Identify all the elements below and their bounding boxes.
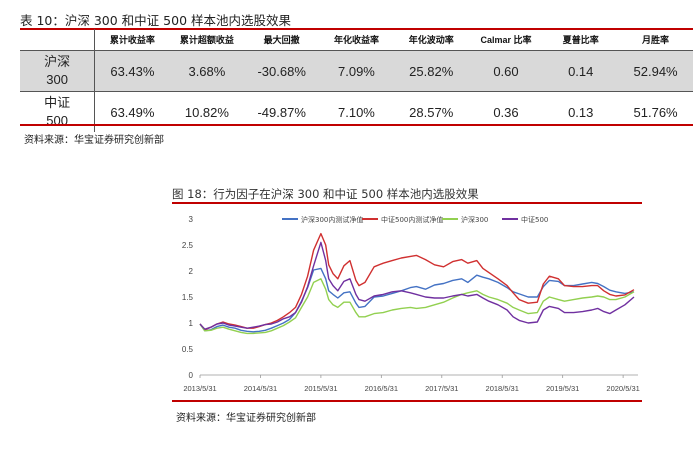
y-tick-label: 0.5 <box>182 345 194 354</box>
table-cell: 0.60 <box>468 50 544 92</box>
y-tick-label: 0 <box>189 371 194 380</box>
line-chart: 0 0.5 1 1.5 2 2.5 3 2013/5/31 2014/5/31 2015/5/3… <box>182 215 640 393</box>
legend-label: 沪深300内测试净值 <box>301 215 363 224</box>
series-line <box>199 232 635 331</box>
x-tick-label: 2016/5/31 <box>365 384 398 393</box>
header-cell: 累计超额收益 <box>169 29 245 51</box>
legend-label: 沪深300 <box>461 215 488 224</box>
y-tick-label: 3 <box>189 215 194 224</box>
header-cell: 累计收益率 <box>94 29 170 51</box>
results-table: 累计收益率 累计超额收益 最大回撤 年化收益率 年化波动率 Calmar 比率 … <box>20 29 693 132</box>
figure-source-note: 资料来源：华宝证券研究创新部 <box>176 413 316 424</box>
row-label-line: 500 <box>46 113 68 128</box>
header-cell: 年化波动率 <box>393 29 469 51</box>
table-cell: 63.49% <box>110 104 155 120</box>
row-label-line: 沪深 <box>44 54 71 69</box>
table-row: 中证 500 63.49% 10.82% -49.87% 7.10% 28.57… <box>20 91 693 132</box>
series-line <box>199 241 635 330</box>
x-tick-label: 2017/5/31 <box>425 384 458 393</box>
table-cell: 51.76% <box>633 104 678 120</box>
table-cell: 0.36 <box>493 104 519 120</box>
chart-legend: 沪深300内测试净值 中证500内测试净值 沪深300 中证500 <box>282 215 548 224</box>
header-cell: Calmar 比率 <box>468 29 544 51</box>
series-line <box>199 267 635 333</box>
x-tick-label: 2013/5/31 <box>183 384 216 393</box>
header-cell: 夏普比率 <box>543 29 619 51</box>
x-axis: 2013/5/31 2014/5/31 2015/5/31 2016/5/31 2017… <box>183 374 640 393</box>
y-tick-label: 1 <box>189 319 194 328</box>
x-tick-label: 2018/5/31 <box>486 384 519 393</box>
figure-top-rule <box>172 202 642 204</box>
y-axis: 0 0.5 1 1.5 2 2.5 3 <box>182 215 194 380</box>
series-line <box>199 278 635 335</box>
figure-bottom-rule <box>172 400 642 402</box>
x-tick-label: 2019/5/31 <box>546 384 579 393</box>
y-tick-label: 1.5 <box>182 293 194 302</box>
figure-title: 图 18：行为因子在沪深 300 和中证 500 样本池内选股效果 <box>172 187 479 201</box>
table-cell: 0.13 <box>568 104 594 120</box>
table-bottom-rule <box>20 124 693 126</box>
legend-label: 中证500 <box>521 215 548 224</box>
table-cell: 52.94% <box>618 50 693 92</box>
y-tick-label: 2 <box>189 267 194 276</box>
table-cell: -49.87% <box>257 104 306 120</box>
table-cell: 7.09% <box>319 50 394 92</box>
table-cell: 63.43% <box>94 50 170 92</box>
chart-series-group <box>199 232 635 335</box>
row-label-line: 中证 <box>44 95 71 110</box>
table-cell: 25.82% <box>393 50 469 92</box>
table-cell: 7.10% <box>338 104 375 120</box>
header-cell: 月胜率 <box>618 29 693 51</box>
x-tick-label: 2015/5/31 <box>304 384 337 393</box>
header-cell <box>20 29 96 51</box>
x-tick-label: 2014/5/31 <box>244 384 277 393</box>
table-cell: 3.68% <box>169 50 245 92</box>
table-title: 表 10：沪深 300 和中证 500 样本池内选股效果 <box>20 13 291 28</box>
y-tick-label: 2.5 <box>182 241 194 250</box>
table-cell: 10.82% <box>184 104 229 120</box>
row-label-line: 300 <box>46 72 68 87</box>
table-source-note: 资料来源：华宝证券研究创新部 <box>24 135 164 146</box>
row-label: 沪深 300 <box>20 50 96 92</box>
table-cell: 28.57% <box>409 104 454 120</box>
header-cell: 最大回撤 <box>244 29 320 51</box>
legend-label: 中证500内测试净值 <box>381 215 443 224</box>
table-header-row: 累计收益率 累计超额收益 最大回撤 年化收益率 年化波动率 Calmar 比率 … <box>20 29 693 51</box>
x-tick-label: 2020/5/31 <box>606 384 639 393</box>
table-row: 沪深 300 63.43% 3.68% -30.68% 7.09% 25.82%… <box>20 50 693 92</box>
table-cell: 0.14 <box>543 50 619 92</box>
header-cell: 年化收益率 <box>319 29 394 51</box>
table-cell: -30.68% <box>244 50 320 92</box>
